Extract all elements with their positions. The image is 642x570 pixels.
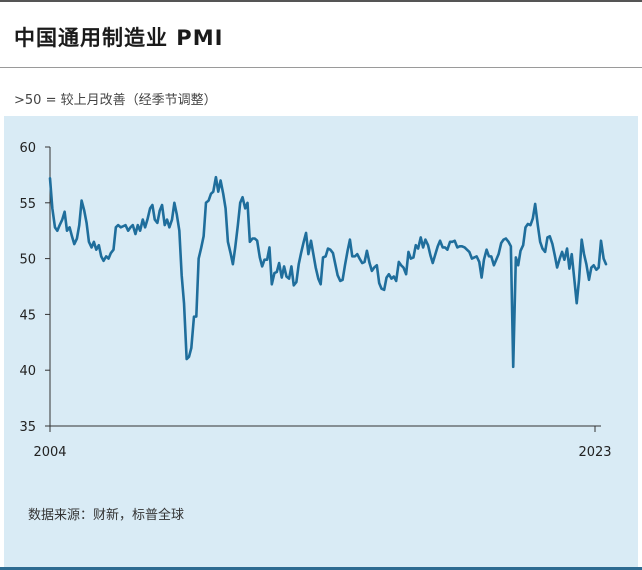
x-tick-label: 2004 xyxy=(33,445,66,460)
y-tick-label: 60 xyxy=(19,141,36,156)
title-divider xyxy=(0,67,642,68)
y-tick-label: 50 xyxy=(19,253,36,268)
x-tick-label: 2023 xyxy=(578,445,611,460)
data-source-note: 数据来源：财新，标普全球 xyxy=(28,508,185,523)
page-title: 中国通用制造业 PMI xyxy=(14,26,224,50)
top-rule xyxy=(0,0,642,2)
bottom-rule xyxy=(0,567,642,570)
chart-subtitle: >50 = 较上月改善（经季节调整） xyxy=(14,93,217,108)
series-layer xyxy=(48,175,608,369)
series-line-pmi xyxy=(48,175,608,369)
chart-panel xyxy=(4,116,638,568)
y-axis: 35 40 45 50 55 60 xyxy=(19,141,51,435)
y-tick-label: 40 xyxy=(19,364,36,379)
y-tick-label: 55 xyxy=(19,197,36,212)
y-tick-label: 45 xyxy=(19,308,36,323)
y-tick-label: 35 xyxy=(19,420,36,435)
x-axis: 2004 2023 xyxy=(33,425,612,460)
